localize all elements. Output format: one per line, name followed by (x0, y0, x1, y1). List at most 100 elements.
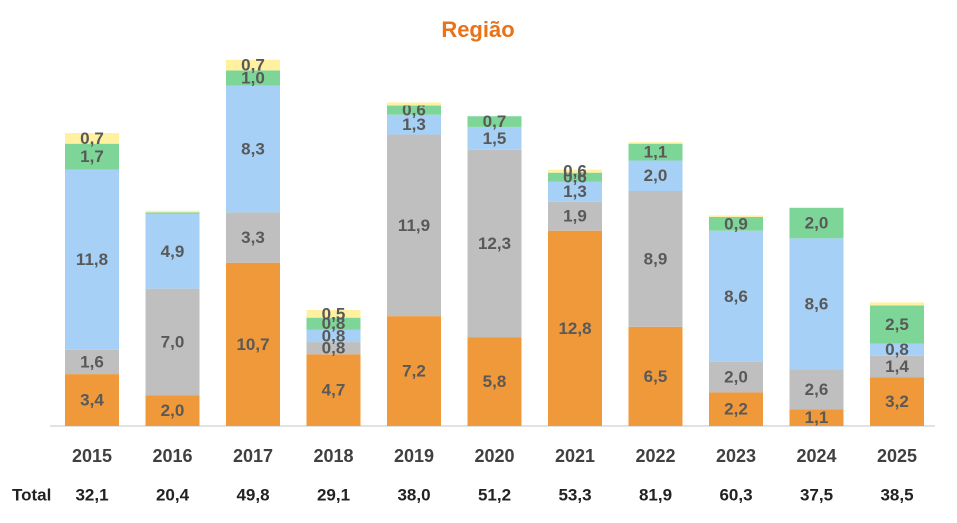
data-label: 1,5 (483, 129, 507, 148)
bar-segment (789, 238, 844, 370)
data-label: 1,7 (80, 147, 104, 166)
bar-segment (226, 262, 280, 426)
bar-segment (628, 160, 683, 191)
data-label: 7,0 (161, 333, 185, 352)
data-label: 2,0 (644, 166, 668, 185)
bar-segment (387, 114, 441, 135)
data-label: 2,2 (724, 400, 748, 419)
data-label: 1,9 (563, 207, 587, 226)
data-label: 1,3 (402, 115, 426, 134)
data-label: 8,6 (724, 287, 748, 306)
bar-segment (306, 310, 361, 318)
data-label: 10,7 (236, 335, 269, 354)
total-value: 32,1 (75, 485, 108, 504)
data-label: 11,9 (398, 216, 430, 235)
bar-segment (65, 374, 119, 426)
data-label: 8,9 (644, 249, 668, 268)
x-tick-label: 2021 (555, 446, 595, 466)
bar-segment (789, 409, 844, 426)
x-tick-label: 2022 (635, 446, 675, 466)
data-label: 5,8 (483, 372, 507, 391)
total-value: 29,1 (317, 485, 350, 504)
data-label: 8,6 (805, 294, 829, 313)
data-label: 0,8 (322, 314, 346, 333)
x-tick-label: 2017 (233, 446, 273, 466)
bar-segment (387, 134, 441, 317)
data-label: 1,0 (241, 69, 265, 88)
data-label: 11,8 (76, 250, 108, 269)
total-value: 51,2 (478, 485, 511, 504)
bar-segment (709, 361, 763, 393)
data-label: 8,3 (241, 140, 265, 159)
bar-segment (870, 377, 924, 426)
bar-segment (709, 230, 763, 362)
bar-segment (306, 317, 361, 330)
bar-segment (145, 213, 200, 289)
x-tick-label: 2023 (716, 446, 756, 466)
data-label: 7,2 (402, 362, 426, 381)
data-label: 12,8 (558, 319, 591, 338)
data-label: 0,7 (241, 56, 265, 75)
bar-segment (467, 337, 522, 426)
total-value: 60,3 (719, 485, 752, 504)
bar-segment (65, 133, 119, 144)
bar-segment (789, 207, 844, 239)
bar-segment (467, 149, 522, 338)
data-label: 0,7 (483, 112, 507, 131)
total-value: 49,8 (236, 485, 269, 504)
bar-segment (628, 190, 683, 327)
data-label: 4,7 (322, 381, 346, 400)
data-label: 3,3 (241, 228, 265, 247)
bar-segment (387, 102, 441, 106)
bar-segment (226, 212, 280, 263)
totals-label: Total (12, 485, 51, 504)
data-label: 2,0 (161, 401, 185, 420)
bar-segment (306, 354, 361, 426)
bar-segment (628, 326, 683, 426)
data-label: 0,7 (80, 129, 104, 148)
bar-segment (387, 105, 441, 115)
data-label: 2,5 (885, 315, 909, 334)
bar-segment (709, 216, 763, 231)
bar-segment (387, 316, 441, 426)
total-value: 38,0 (397, 485, 430, 504)
total-value: 37,5 (800, 485, 833, 504)
bar-segment (870, 355, 924, 378)
bar-segment (870, 343, 924, 356)
bar-segment (548, 181, 602, 202)
bar-segment (306, 342, 361, 355)
bar-segment (467, 126, 522, 150)
bar-segment (306, 329, 361, 343)
x-tick-label: 2020 (474, 446, 514, 466)
bar-segment (548, 201, 602, 231)
bar-segment (548, 230, 602, 426)
bar-segment (65, 143, 119, 170)
data-label: 0,8 (885, 340, 909, 359)
bar-segment (789, 369, 844, 410)
x-tick-label: 2016 (152, 446, 192, 466)
data-label: 4,9 (161, 242, 185, 261)
data-label: 1,3 (563, 182, 587, 201)
bar-segment (145, 212, 200, 214)
x-tick-label: 2018 (313, 446, 353, 466)
bar-segment (226, 70, 280, 86)
x-tick-label: 2024 (796, 446, 836, 466)
total-value: 20,4 (156, 485, 190, 504)
total-value: 53,3 (558, 485, 591, 504)
bar-segment (548, 172, 602, 182)
data-label: 0,5 (322, 304, 346, 323)
data-label: 2,6 (805, 380, 829, 399)
total-value: 38,5 (880, 485, 913, 504)
data-label: 1,1 (644, 143, 668, 162)
data-label: 1,6 (80, 352, 104, 371)
data-label: 12,3 (478, 234, 511, 253)
total-value: 81,9 (639, 485, 672, 504)
bar-segment (467, 116, 522, 127)
bar-segment (628, 142, 683, 144)
chart-title: Região (441, 17, 514, 42)
data-label: 2,0 (805, 214, 829, 233)
bar-segment (145, 395, 200, 426)
bar-segment (548, 169, 602, 173)
bar-segment (226, 59, 280, 71)
